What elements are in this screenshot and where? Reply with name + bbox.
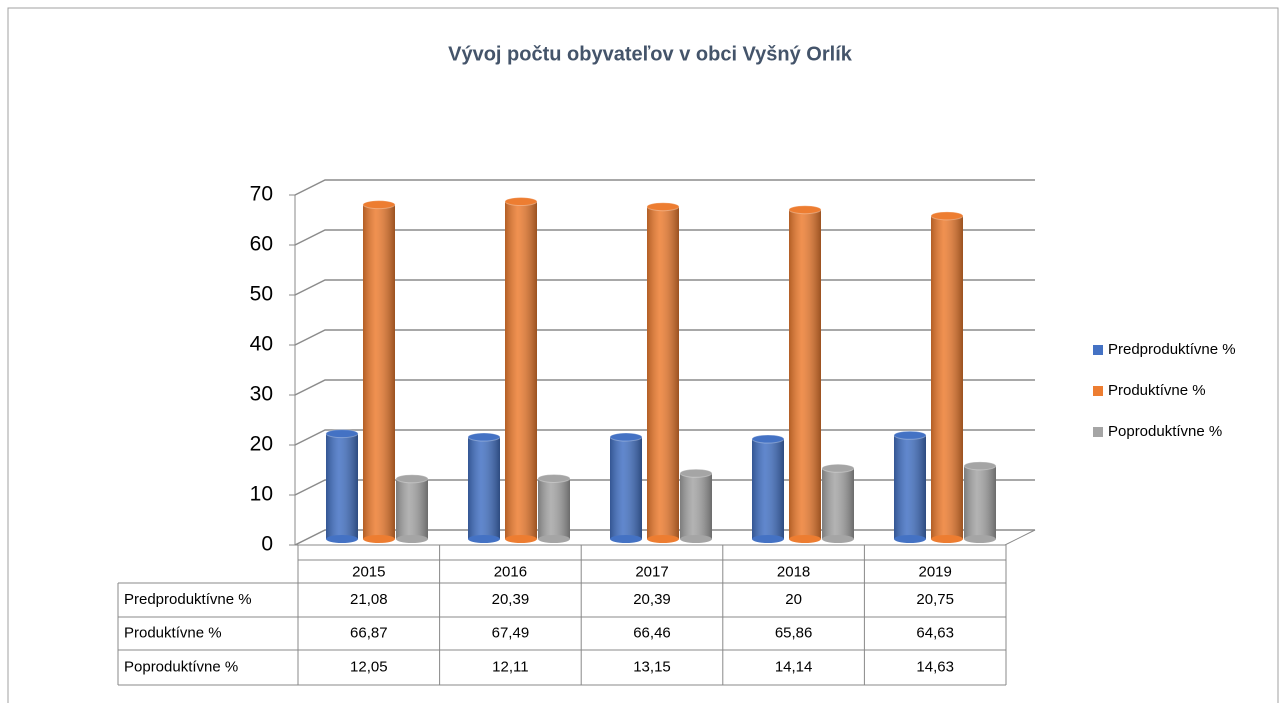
table-cell: 20,39: [633, 591, 671, 608]
x-tick-label: 2016: [494, 563, 527, 580]
bar-base: [396, 535, 428, 543]
bar-shade: [647, 206, 679, 539]
table-cell: 14,14: [775, 658, 813, 675]
x-tick-label: 2015: [352, 563, 385, 580]
bar-base: [610, 535, 642, 543]
bar-top: [609, 432, 643, 442]
bar-base: [326, 535, 358, 543]
y-tick-label: 10: [250, 483, 273, 506]
bar-top: [930, 211, 964, 221]
bar-shade: [964, 465, 996, 539]
bar-shade: [396, 478, 428, 539]
bar-top: [963, 461, 997, 471]
bar-top: [467, 432, 501, 442]
table-cell: 13,15: [633, 658, 671, 675]
bar-shade: [752, 439, 784, 539]
bar-top: [679, 468, 713, 478]
bar-top: [504, 197, 538, 207]
bar-top: [646, 202, 680, 212]
table-cell: 12,05: [350, 658, 388, 675]
bar-base: [468, 535, 500, 543]
bar-shade: [538, 478, 570, 539]
bar-shade: [468, 437, 500, 539]
legend-swatch: [1093, 386, 1103, 396]
x-tick-label: 2018: [777, 563, 810, 580]
y-tick-label: 30: [250, 383, 273, 406]
bar-base: [822, 535, 854, 543]
bar-top: [821, 463, 855, 473]
table-row-label: Produktívne %: [124, 624, 222, 641]
grid-line: [294, 179, 1035, 196]
bar-base: [964, 535, 996, 543]
legend-label: Predproduktívne %: [1108, 341, 1236, 358]
bar-top: [788, 205, 822, 215]
table-cell: 20,75: [916, 591, 954, 608]
y-tick-label: 60: [250, 233, 273, 256]
bar-shade: [822, 468, 854, 539]
bar-top: [362, 200, 396, 210]
table-row-label: Predproduktívne %: [124, 591, 252, 608]
bar-base: [505, 535, 537, 543]
bar-top: [395, 474, 429, 484]
legend-label: Produktívne %: [1108, 382, 1206, 399]
bar-shade: [326, 433, 358, 539]
table-cell: 12,11: [492, 658, 528, 675]
bar-base: [680, 535, 712, 543]
bar-base: [647, 535, 679, 543]
bar-base: [752, 535, 784, 543]
table-cell: 66,46: [633, 624, 671, 641]
bar-shade: [680, 473, 712, 539]
y-tick-label: 70: [250, 183, 273, 206]
bar-shade: [789, 209, 821, 539]
legend-label: Poproduktívne %: [1108, 423, 1222, 440]
bar-top: [751, 434, 785, 444]
bar-shade: [931, 215, 963, 539]
y-tick-label: 50: [250, 283, 273, 306]
table-cell: 21,08: [350, 591, 388, 608]
x-tick-label: 2019: [919, 563, 952, 580]
y-tick-label: 40: [250, 333, 273, 356]
bar-base: [931, 535, 963, 543]
table-cell: 20: [785, 591, 802, 608]
bar-shade: [505, 201, 537, 540]
bar-top: [893, 430, 927, 440]
legend-swatch: [1093, 427, 1103, 437]
table-cell: 64,63: [916, 624, 954, 641]
x-tick-label: 2017: [635, 563, 668, 580]
table-cell: 66,87: [350, 624, 388, 641]
legend-swatch: [1093, 345, 1103, 355]
y-tick-label: 0: [261, 533, 273, 556]
table-cell: 14,63: [916, 658, 954, 675]
table-cell: 20,39: [492, 591, 530, 608]
chart-frame: [7, 7, 1279, 703]
table-cell: 65,86: [775, 624, 813, 641]
bar-top: [325, 429, 359, 439]
bar-base: [789, 535, 821, 543]
bar-shade: [610, 437, 642, 539]
y-tick-label: 20: [250, 433, 273, 456]
bar-base: [363, 535, 395, 543]
table-cell: 67,49: [492, 624, 530, 641]
bar-top: [537, 473, 571, 483]
table-row-label: Poproduktívne %: [124, 658, 238, 675]
bar-shade: [363, 204, 395, 539]
chart-title: Vývoj počtu obyvateľov v obci Vyšný Orlí…: [448, 43, 853, 65]
bar-shade: [894, 435, 926, 539]
bar-base: [894, 535, 926, 543]
bar-base: [538, 535, 570, 543]
